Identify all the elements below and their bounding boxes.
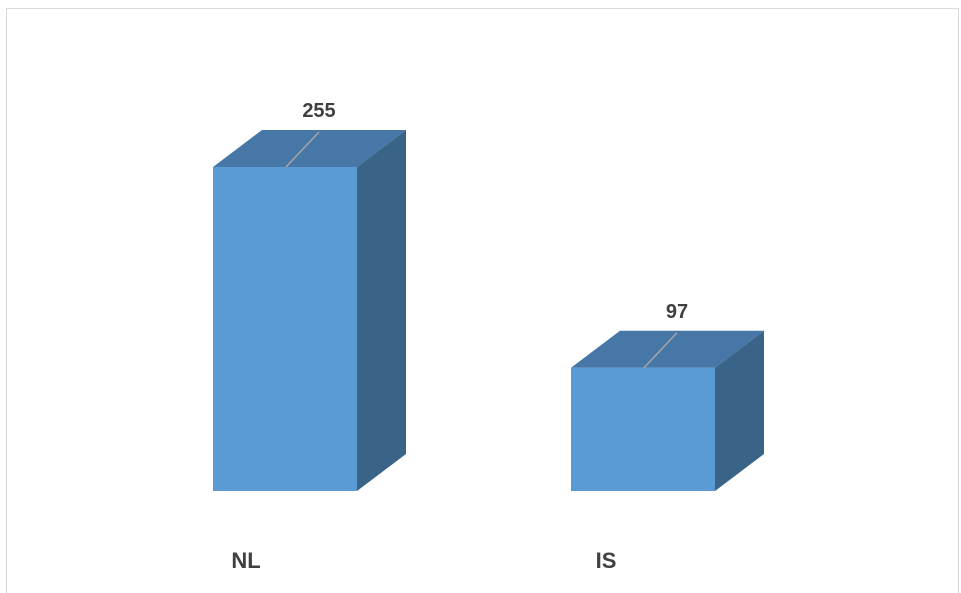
bar-is <box>571 330 764 491</box>
bar-front-is <box>571 367 715 491</box>
chart-frame <box>6 8 959 593</box>
bar-top-is <box>571 330 764 368</box>
bar-front-nl <box>213 167 357 491</box>
bar-side-is <box>715 330 764 491</box>
data-label-is: 97 <box>666 301 688 323</box>
category-label-nl: NL <box>231 548 260 573</box>
data-label-nl: 255 <box>302 100 335 122</box>
bar-top-nl <box>213 130 406 167</box>
category-label-is: IS <box>596 548 617 573</box>
bar-side-nl <box>357 130 406 491</box>
leader-line-nl <box>285 131 320 168</box>
leader-line-is <box>643 332 678 369</box>
bar-nl <box>213 130 406 491</box>
